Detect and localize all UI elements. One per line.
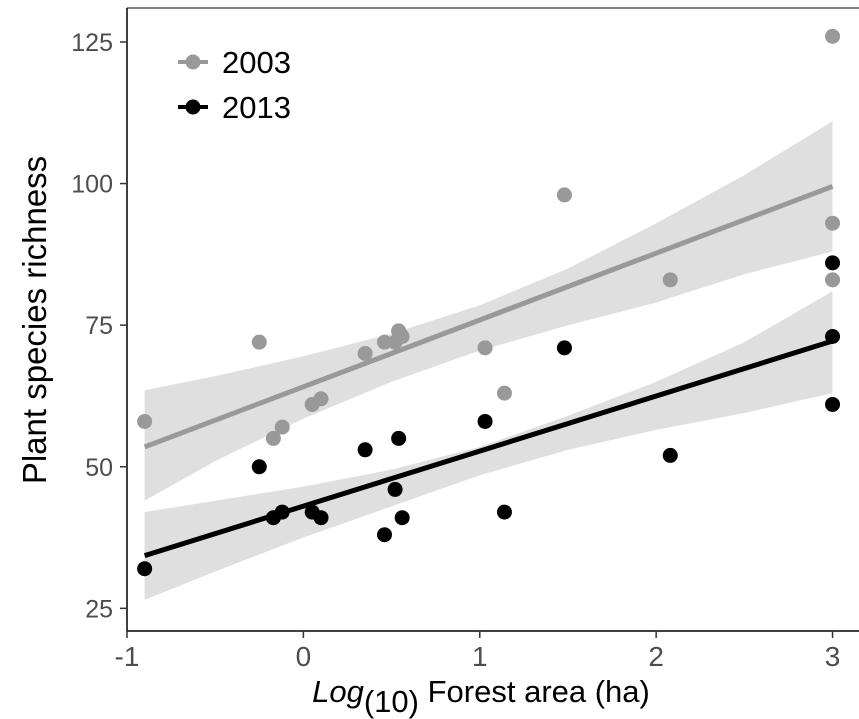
data-point-2013 — [313, 510, 329, 526]
data-points — [137, 28, 841, 577]
y-tick-label: 75 — [85, 312, 113, 340]
data-point-2003 — [825, 272, 841, 288]
legend-marker-2003 — [185, 54, 201, 70]
y-tick-label: 25 — [85, 595, 113, 623]
confidence-band-2003 — [144, 121, 833, 501]
y-tick-label: 125 — [71, 29, 113, 57]
data-point-2013 — [556, 340, 572, 356]
data-point-2013 — [825, 328, 841, 344]
x-axis-title-subscript: (10) — [364, 684, 419, 719]
data-point-2013 — [662, 447, 678, 463]
x-axis-title-rest: Forest area (ha) — [419, 674, 650, 709]
x-ticks: -1 0 1 2 3 — [115, 631, 841, 672]
x-tick-label: 1 — [472, 641, 488, 672]
x-tick-label: 2 — [648, 641, 664, 672]
confidence-bands — [144, 121, 833, 600]
y-ticks: 25 50 75 100 125 — [71, 29, 127, 623]
x-axis-title-log: Log — [312, 674, 364, 709]
data-point-2013 — [825, 396, 841, 412]
data-point-2003 — [265, 430, 281, 446]
legend-item-2003: 2003 — [178, 45, 291, 80]
data-point-2003 — [313, 391, 329, 407]
data-point-2013 — [377, 527, 393, 543]
data-point-2003 — [825, 28, 841, 44]
x-tick-label: -1 — [115, 641, 140, 672]
data-point-2013 — [496, 504, 512, 520]
data-point-2003 — [394, 328, 410, 344]
data-point-2003 — [357, 345, 373, 361]
data-point-2003 — [556, 187, 572, 203]
data-point-2003 — [662, 272, 678, 288]
data-point-2013 — [274, 504, 290, 520]
data-point-2003 — [825, 215, 841, 231]
legend-item-2013: 2013 — [178, 90, 291, 125]
fit-line-2003 — [143, 184, 834, 450]
x-tick-label: 0 — [296, 641, 312, 672]
x-axis-title: Log(10) Forest area (ha) — [312, 674, 650, 719]
data-point-2013 — [387, 481, 403, 497]
x-tick-label: 3 — [825, 641, 841, 672]
data-point-2013 — [477, 413, 493, 429]
data-point-2013 — [137, 561, 153, 577]
legend-label-2013: 2013 — [222, 90, 291, 125]
data-point-2013 — [251, 459, 267, 475]
data-point-2003 — [137, 413, 153, 429]
legend: 2003 2013 — [178, 45, 291, 125]
legend-marker-2013 — [185, 99, 201, 115]
data-point-2013 — [825, 255, 841, 271]
y-tick-label: 50 — [85, 454, 113, 482]
y-axis-title: Plant species richness — [16, 156, 53, 484]
data-point-2003 — [477, 340, 493, 356]
y-tick-label: 100 — [71, 171, 113, 199]
data-point-2003 — [496, 385, 512, 401]
data-point-2013 — [394, 510, 410, 526]
data-point-2013 — [391, 430, 407, 446]
data-point-2003 — [251, 334, 267, 350]
data-point-2003 — [377, 334, 393, 350]
data-point-2003 — [274, 419, 290, 435]
fit-lines — [143, 184, 834, 559]
legend-label-2003: 2003 — [222, 45, 291, 80]
data-point-2013 — [357, 442, 373, 458]
fit-line-2013 — [143, 338, 834, 559]
